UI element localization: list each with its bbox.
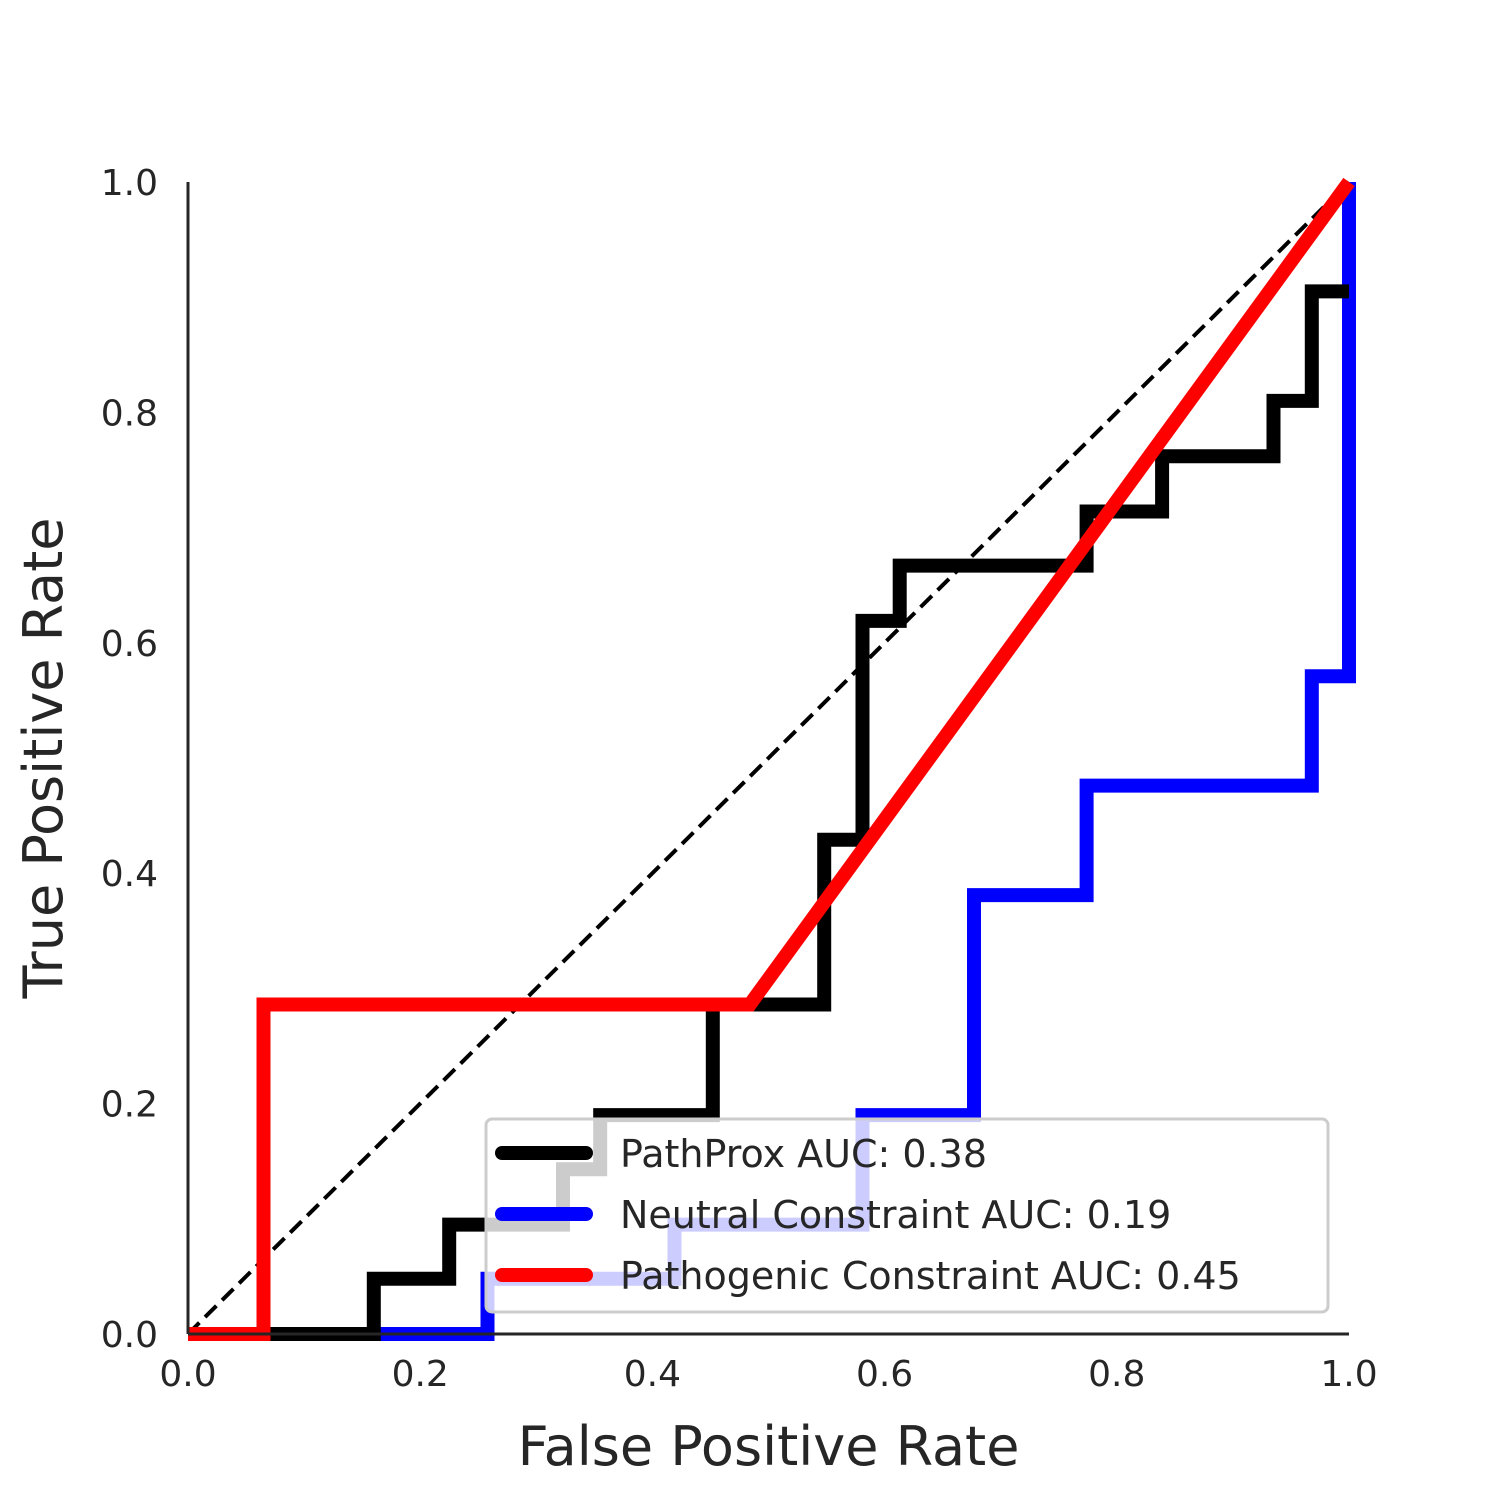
y-axis-title: True Positive Rate (12, 517, 75, 999)
y-tick-label: 0.6 (101, 624, 158, 665)
legend-box (484, 1117, 1330, 1314)
y-tick-label: 0.4 (101, 854, 158, 895)
legend: PathProx AUC: 0.38 Neutral Constraint AUC… (484, 1117, 1330, 1314)
y-tick-label: 0.8 (101, 393, 158, 434)
series-line-0 (188, 284, 1349, 1341)
y-tick-label: 1.0 (101, 163, 158, 204)
axes (186, 182, 1349, 1336)
y-ticks: 0.0 0.2 0.4 0.6 0.8 1.0 (101, 163, 158, 1356)
x-tick-label: 0.2 (392, 1354, 449, 1395)
legend-label: Pathogenic Constraint AUC: 0.45 (620, 1254, 1241, 1298)
legend-label: PathProx AUC: 0.38 (620, 1132, 987, 1176)
x-tick-label: 0.4 (624, 1354, 681, 1395)
x-tick-label: 0.6 (856, 1354, 913, 1395)
legend-label: Neutral Constraint AUC: 0.19 (620, 1193, 1171, 1237)
x-tick-label: 0.8 (1088, 1354, 1145, 1395)
x-tick-label: 0.0 (159, 1354, 216, 1395)
y-tick-label: 0.2 (101, 1085, 158, 1126)
chance-diagonal-line (186, 180, 1351, 1336)
x-ticks: 0.0 0.2 0.4 0.6 0.8 1.0 (159, 1354, 1377, 1395)
x-tick-label: 1.0 (1320, 1354, 1377, 1395)
x-axis-title: False Positive Rate (518, 1415, 1020, 1478)
y-tick-label: 0.0 (101, 1315, 158, 1356)
